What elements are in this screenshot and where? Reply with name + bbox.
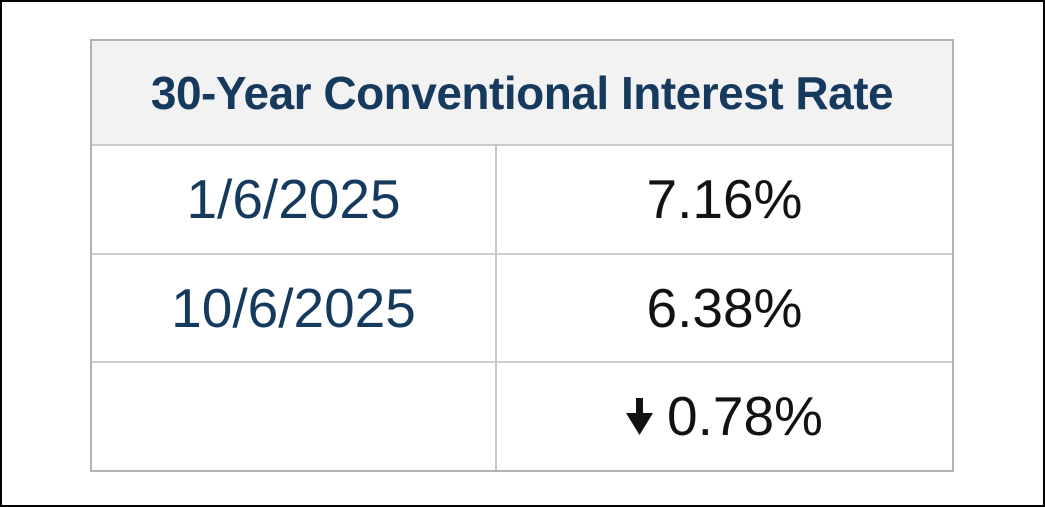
table-title: 30-Year Conventional Interest Rate [150,66,894,119]
date-cell: 1/6/2025 [92,146,497,253]
rate-cell: 6.38% [646,276,803,339]
table-row: 1/6/2025 7.16% [92,146,952,255]
empty-cell [92,363,497,470]
arrow-down-icon [626,398,654,435]
table-row: 10/6/2025 6.38% [92,255,952,363]
interest-rate-table: 30-Year Conventional Interest Rate 1/6/2… [90,39,954,472]
rate-change: 0.78% [626,389,823,444]
rate-change-value: 0.78% [667,385,823,447]
rate-cell: 7.16% [646,168,803,230]
table-header: 30-Year Conventional Interest Rate [92,41,952,146]
rate-change-cell: 0.78% [497,363,952,470]
table-row: 0.78% [92,363,952,470]
date-cell: 10/6/2025 [92,255,497,361]
